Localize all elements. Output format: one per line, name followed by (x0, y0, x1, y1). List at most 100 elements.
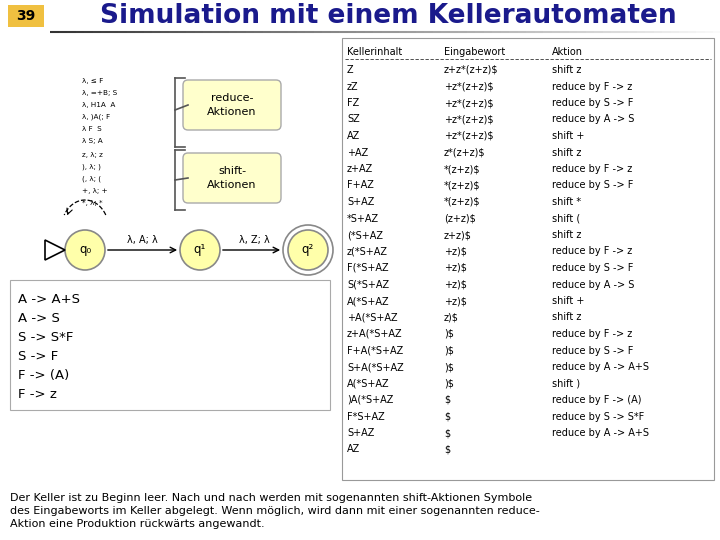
Text: A(*S+AZ: A(*S+AZ (347, 379, 390, 388)
Text: λ, ≤ F: λ, ≤ F (82, 78, 103, 84)
Text: S -> F: S -> F (18, 350, 58, 363)
Text: shift +: shift + (552, 296, 585, 306)
Text: λ, )A(; F: λ, )A(; F (82, 114, 110, 120)
Text: S(*S+AZ: S(*S+AZ (347, 280, 389, 289)
Text: +z)$: +z)$ (444, 280, 467, 289)
Text: )$: )$ (444, 362, 454, 372)
Circle shape (65, 230, 105, 270)
FancyBboxPatch shape (183, 80, 281, 130)
Text: Eingabewort: Eingabewort (444, 47, 505, 57)
Text: ), λ; ): ), λ; ) (82, 164, 101, 171)
Text: reduce-
Aktionen: reduce- Aktionen (207, 93, 257, 117)
Text: λ, H1A  A: λ, H1A A (82, 102, 115, 108)
Text: 39: 39 (17, 9, 35, 23)
Text: $: $ (444, 444, 450, 455)
Text: z)$: z)$ (444, 313, 459, 322)
Text: Simulation mit einem Kellerautomaten: Simulation mit einem Kellerautomaten (100, 3, 677, 29)
Text: +z*(z+z)$: +z*(z+z)$ (444, 98, 493, 108)
Text: reduce by S -> F: reduce by S -> F (552, 98, 634, 108)
Text: z*(z+z)$: z*(z+z)$ (444, 147, 485, 158)
Text: Aktion: Aktion (552, 47, 583, 57)
Text: (z+z)$: (z+z)$ (444, 213, 476, 224)
Text: $: $ (444, 428, 450, 438)
Text: reduce by F -> z: reduce by F -> z (552, 246, 632, 256)
Text: +z)$: +z)$ (444, 263, 467, 273)
Text: (*S+AZ: (*S+AZ (347, 230, 383, 240)
Text: *(z+z)$: *(z+z)$ (444, 164, 480, 174)
Text: q₀: q₀ (79, 244, 91, 256)
FancyBboxPatch shape (183, 153, 281, 203)
Text: F -> (A): F -> (A) (18, 369, 69, 382)
Text: *(z+z)$: *(z+z)$ (444, 180, 480, 191)
Text: shift +: shift + (552, 131, 585, 141)
Text: Z: Z (347, 65, 354, 75)
Text: reduce by F -> z: reduce by F -> z (552, 82, 632, 91)
Text: S+AZ: S+AZ (347, 428, 374, 438)
Text: AZ: AZ (347, 131, 360, 141)
Text: +AZ: +AZ (347, 147, 368, 158)
Text: (, λ; (: (, λ; ( (82, 176, 101, 183)
Text: q¹: q¹ (194, 244, 206, 256)
Text: z, λ; z: z, λ; z (82, 152, 103, 158)
Text: reduce by F -> z: reduce by F -> z (552, 164, 632, 174)
Text: +z)$: +z)$ (444, 296, 467, 306)
FancyBboxPatch shape (342, 38, 714, 480)
Text: $: $ (444, 411, 450, 422)
Text: )$: )$ (444, 346, 454, 355)
Text: reduce by A -> A+S: reduce by A -> A+S (552, 362, 649, 372)
Text: )$: )$ (444, 329, 454, 339)
Text: +A(*S+AZ: +A(*S+AZ (347, 313, 397, 322)
Text: $: $ (444, 395, 450, 405)
Text: shift-
Aktionen: shift- Aktionen (207, 166, 257, 190)
Text: +z*(z+z)$: +z*(z+z)$ (444, 82, 493, 91)
Text: +z*(z+z)$: +z*(z+z)$ (444, 114, 493, 125)
Text: S+AZ: S+AZ (347, 197, 374, 207)
Text: reduce by A -> A+S: reduce by A -> A+S (552, 428, 649, 438)
Circle shape (288, 230, 328, 270)
Text: reduce by S -> F: reduce by S -> F (552, 180, 634, 191)
Text: *(z+z)$: *(z+z)$ (444, 197, 480, 207)
Text: des Eingabeworts im Keller abgelegt. Wenn möglich, wird dann mit einer sogenannt: des Eingabeworts im Keller abgelegt. Wen… (10, 506, 540, 516)
Text: F(*S+AZ: F(*S+AZ (347, 263, 389, 273)
Text: FZ: FZ (347, 98, 359, 108)
Text: A -> A+S: A -> A+S (18, 293, 80, 306)
Text: reduce by A -> S: reduce by A -> S (552, 280, 634, 289)
Circle shape (180, 230, 220, 270)
Text: reduce by F -> z: reduce by F -> z (552, 329, 632, 339)
Text: shift (: shift ( (552, 213, 580, 224)
Text: +z*(z+z)$: +z*(z+z)$ (444, 131, 493, 141)
Text: Kellerinhalt: Kellerinhalt (347, 47, 402, 57)
Text: F+A(*S+AZ: F+A(*S+AZ (347, 346, 403, 355)
Text: F+AZ: F+AZ (347, 180, 374, 191)
Text: +z)$: +z)$ (444, 246, 467, 256)
Text: z+A(*S+AZ: z+A(*S+AZ (347, 329, 402, 339)
Text: λ, Z; λ: λ, Z; λ (238, 235, 269, 245)
Text: reduce by S -> F: reduce by S -> F (552, 263, 634, 273)
Text: *, λ; *: *, λ; * (82, 200, 103, 206)
Text: z+AZ: z+AZ (347, 164, 373, 174)
Text: λ, A; λ: λ, A; λ (127, 235, 158, 245)
Text: z+z*(z+z)$: z+z*(z+z)$ (444, 65, 498, 75)
Text: F -> z: F -> z (18, 388, 57, 401)
Text: S+A(*S+AZ: S+A(*S+AZ (347, 362, 404, 372)
Text: shift z: shift z (552, 147, 581, 158)
Text: shift z: shift z (552, 65, 581, 75)
Text: λ F  S: λ F S (82, 126, 102, 132)
Text: Der Keller ist zu Beginn leer. Nach und nach werden mit sogenannten shift-Aktion: Der Keller ist zu Beginn leer. Nach und … (10, 493, 532, 503)
Text: SZ: SZ (347, 114, 360, 125)
Text: A -> S: A -> S (18, 312, 60, 325)
Text: reduce by S -> S*F: reduce by S -> S*F (552, 411, 644, 422)
Text: q²: q² (302, 244, 314, 256)
Text: zZ: zZ (347, 82, 359, 91)
Text: shift *: shift * (552, 197, 581, 207)
Text: *S+AZ: *S+AZ (347, 213, 379, 224)
Text: shift z: shift z (552, 230, 581, 240)
Text: λ S; A: λ S; A (82, 138, 103, 144)
FancyBboxPatch shape (10, 280, 330, 410)
Text: shift z: shift z (552, 313, 581, 322)
Text: )$: )$ (444, 379, 454, 388)
FancyBboxPatch shape (8, 5, 44, 27)
Text: reduce by A -> S: reduce by A -> S (552, 114, 634, 125)
Text: A(*S+AZ: A(*S+AZ (347, 296, 390, 306)
Text: S -> S*F: S -> S*F (18, 331, 73, 344)
